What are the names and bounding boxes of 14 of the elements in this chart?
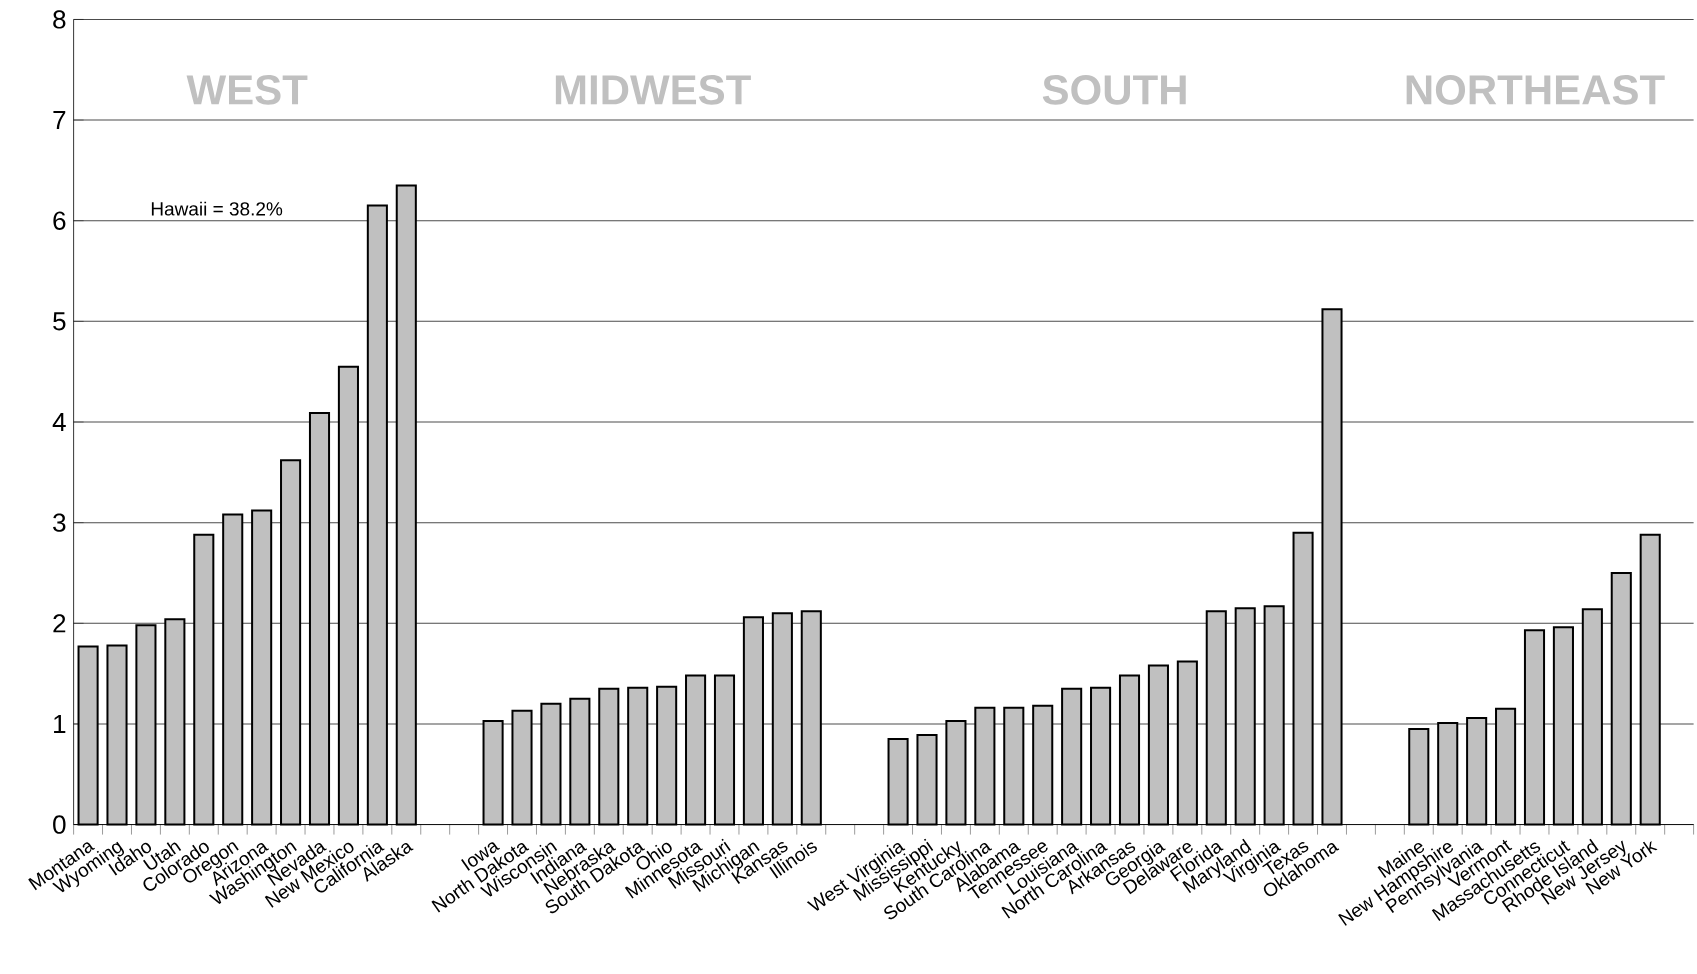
y-tick-label: 6 (53, 211, 66, 230)
y-tick-label: 0 (53, 815, 66, 834)
annotation: SOUTH (1042, 74, 1186, 105)
y-tick-label: 4 (52, 413, 66, 431)
y-tick-label: 2 (53, 614, 66, 633)
annotation: WEST (186, 74, 308, 105)
y-tick-label: 3 (53, 513, 66, 532)
annotation: Hawaii = 38.2% (151, 201, 283, 216)
annotation: MIDWEST (555, 74, 751, 105)
y-tick-label: 5 (53, 312, 66, 331)
y-tick-label: 8 (53, 10, 66, 29)
annotation: NORTHEAST (1406, 74, 1665, 105)
y-tick-label: 7 (53, 111, 66, 129)
y-tick-label: 1 (54, 715, 66, 733)
